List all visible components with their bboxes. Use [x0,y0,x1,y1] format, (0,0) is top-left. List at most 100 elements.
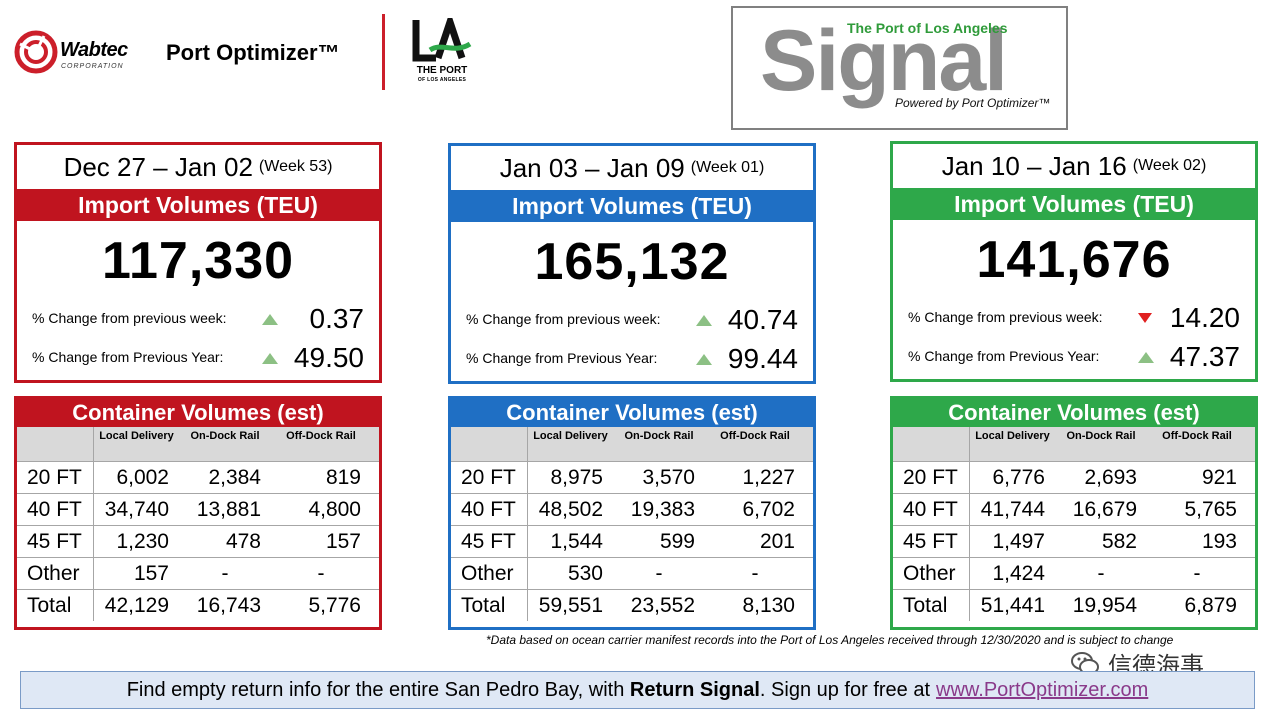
off-dock-rail-value: 157 [325,530,361,553]
yoy-row: % Change from Previous Year: 47.37 [908,341,1240,372]
column-header-row: Local Delivery On-Dock Rail Off-Dock Rai… [451,427,813,462]
row-label: 40 FT [17,494,94,525]
on-dock-rail-value: 16,743 [196,594,261,617]
column-header-blank [893,427,970,461]
table-row: 45 FT 1,544 599 201 [451,526,813,558]
column-header-local-delivery: Local Delivery [975,430,1050,442]
on-dock-rail-value: - [655,562,663,585]
column-header-on-dock-rail: On-Dock Rail [1066,430,1136,442]
column-header-blank [451,427,528,461]
column-header-local-delivery: Local Delivery [99,430,174,442]
table-row: 45 FT 1,497 582 193 [893,526,1255,558]
wow-value: 14.20 [1169,302,1240,333]
column-header-off-dock-rail: Off-Dock Rail [1162,430,1232,442]
wow-row: % Change from previous week: 40.74 [466,304,798,335]
container-volumes-title: Container Volumes (est) [893,399,1255,427]
signal-powered-by: Powered by Port Optimizer™ [895,96,1051,110]
wabtec-port-optimizer-logo: Wabtec CORPORATION Port Optimizer™ [14,30,354,80]
column-header-local-delivery: Local Delivery [533,430,608,442]
yoy-label: % Change from Previous Year: [466,350,658,366]
row-label: 40 FT [893,494,970,525]
off-dock-rail-value: 5,776 [308,594,361,617]
row-label: Other [17,558,94,589]
week-number: (Week 53) [258,158,333,175]
local-delivery-value: 41,744 [980,498,1045,521]
local-delivery-value: 8,975 [550,466,603,489]
local-delivery-value: 157 [133,562,169,585]
wabtec-swirl-icon [14,30,58,74]
port-optimizer-link[interactable]: www.PortOptimizer.com [936,678,1149,701]
wow-row: % Change from previous week: 0.37 [32,303,364,334]
wow-label: % Change from previous week: [466,311,661,327]
local-delivery-value: 1,230 [116,530,169,553]
column-header-on-dock-rail: On-Dock Rail [624,430,694,442]
up-triangle-icon [262,353,278,364]
import-panel-week-02: Jan 10 – Jan 16 (Week 02) Import Volumes … [890,141,1258,382]
off-dock-rail-value: 201 [759,530,795,553]
yoy-row: % Change from Previous Year: 49.50 [32,342,364,373]
row-label: 20 FT [451,462,528,493]
table-row: 40 FT 34,740 13,881 4,800 [17,494,379,526]
table-row-total: Total 59,551 23,552 8,130 [451,590,813,621]
product-title: Port Optimizer™ [166,40,340,65]
row-label: 45 FT [17,526,94,557]
on-dock-rail-value: 478 [225,530,261,553]
up-triangle-icon [696,315,712,326]
table-row: Other 157 - - [17,558,379,590]
week-header: Jan 03 – Jan 09 (Week 01) [451,146,813,190]
off-dock-rail-value: 8,130 [742,594,795,617]
wow-row: % Change from previous week: 14.20 [908,302,1240,333]
yoy-label: % Change from Previous Year: [32,349,224,365]
row-label: Other [451,558,528,589]
column-header-blank [17,427,94,461]
table-row-total: Total 51,441 19,954 6,879 [893,590,1255,621]
column-header-row: Local Delivery On-Dock Rail Off-Dock Rai… [17,427,379,462]
local-delivery-value: 6,776 [992,466,1045,489]
on-dock-rail-value: 16,679 [1072,498,1137,521]
row-label: 45 FT [893,526,970,557]
week-number: (Week 02) [1132,157,1207,174]
on-dock-rail-value: - [221,562,229,585]
off-dock-rail-value: 193 [1201,530,1237,553]
data-footnote: *Data based on ocean carrier manifest re… [486,633,1174,647]
off-dock-rail-value: 6,702 [742,498,795,521]
import-panel-week-01: Jan 03 – Jan 09 (Week 01) Import Volumes … [448,143,816,384]
table-row: 20 FT 6,002 2,384 819 [17,462,379,494]
on-dock-rail-value: 13,881 [196,498,261,521]
import-volumes-band: Import Volumes (TEU) [893,188,1255,220]
row-label: 45 FT [451,526,528,557]
la-sub-text: OF LOS ANGELES [417,77,467,83]
wabtec-corp: CORPORATION [61,63,124,70]
yoy-label: % Change from Previous Year: [908,348,1100,364]
table-row: Other 530 - - [451,558,813,590]
teu-total: 141,676 [976,231,1172,289]
la-mark-icon [412,18,472,62]
off-dock-rail-value: 921 [1201,466,1237,489]
off-dock-rail-value: 4,800 [308,498,361,521]
la-port-text: THE PORT [416,65,468,76]
banner-text-mid: . Sign up for free at [759,678,931,701]
week-range: Dec 27 – Jan 02 [63,151,253,182]
teu-total: 117,330 [101,232,295,290]
off-dock-rail-value: 819 [325,466,361,489]
local-delivery-value: 6,002 [116,466,169,489]
yoy-value: 47.37 [1169,341,1240,372]
row-label: 20 FT [893,462,970,493]
table-row-total: Total 42,129 16,743 5,776 [17,590,379,621]
yoy-value: 49.50 [293,342,364,373]
row-label: 20 FT [17,462,94,493]
on-dock-rail-value: 3,570 [642,466,695,489]
table-row: 20 FT 8,975 3,570 1,227 [451,462,813,494]
container-volumes-title: Container Volumes (est) [17,399,379,427]
container-volumes-title: Container Volumes (est) [451,399,813,427]
signal-wordmark: Signal [760,13,1008,109]
row-label: Total [451,590,528,621]
on-dock-rail-value: 2,384 [208,466,261,489]
row-label: 40 FT [451,494,528,525]
table-row: 20 FT 6,776 2,693 921 [893,462,1255,494]
week-header: Dec 27 – Jan 02 (Week 53) [17,145,379,189]
on-dock-rail-value: - [1097,562,1105,585]
on-dock-rail-value: 19,954 [1072,594,1137,617]
up-triangle-icon [1138,352,1154,363]
teu-total: 165,132 [534,233,730,291]
